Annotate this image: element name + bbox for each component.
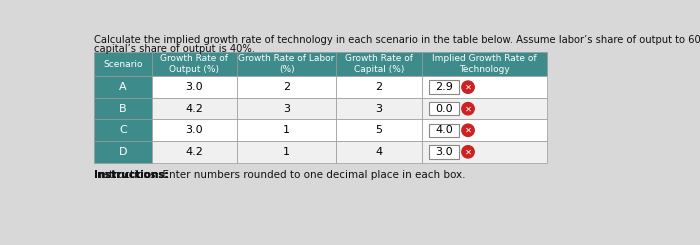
Text: 3: 3	[375, 104, 382, 114]
Bar	[152, 141, 237, 163]
Bar	[237, 76, 336, 98]
Text: 2: 2	[283, 82, 290, 92]
Text: 4: 4	[375, 147, 382, 157]
Text: ✕: ✕	[465, 104, 472, 113]
Text: Growth Rate of
Output (%): Growth Rate of Output (%)	[160, 54, 228, 74]
Bar	[237, 52, 336, 76]
Bar	[152, 98, 237, 120]
Bar	[421, 98, 547, 120]
Text: 3.0: 3.0	[186, 82, 203, 92]
Text: 0.0: 0.0	[435, 104, 453, 114]
Text: capital’s share of output is 40%.: capital’s share of output is 40%.	[94, 44, 255, 54]
Circle shape	[462, 124, 474, 136]
Bar	[237, 98, 336, 120]
Text: Implied Growth Rate of
Technology: Implied Growth Rate of Technology	[432, 54, 537, 74]
Text: A: A	[119, 82, 127, 92]
Circle shape	[462, 146, 474, 158]
Text: 1: 1	[284, 147, 290, 157]
Text: Growth Rate of Labor
(%): Growth Rate of Labor (%)	[239, 54, 335, 74]
Bar	[94, 98, 152, 120]
Bar	[152, 52, 237, 76]
Bar	[429, 102, 458, 115]
Bar	[152, 120, 237, 141]
Bar	[336, 120, 421, 141]
Text: 3.0: 3.0	[435, 147, 453, 157]
Text: Instructions:: Instructions:	[94, 170, 168, 180]
Bar	[336, 52, 421, 76]
Text: 4.0: 4.0	[435, 125, 453, 135]
Bar	[421, 120, 547, 141]
Bar	[94, 52, 152, 76]
Text: 2.9: 2.9	[435, 82, 453, 92]
Bar	[429, 80, 458, 94]
Text: 4.2: 4.2	[186, 104, 204, 114]
Text: 1: 1	[284, 125, 290, 135]
Text: B: B	[119, 104, 127, 114]
Bar	[94, 76, 152, 98]
Text: Calculate the implied growth rate of technology in each scenario in the table be: Calculate the implied growth rate of tec…	[94, 35, 700, 45]
Bar	[421, 76, 547, 98]
Bar	[94, 120, 152, 141]
Text: Growth Rate of
Capital (%): Growth Rate of Capital (%)	[345, 54, 413, 74]
Circle shape	[462, 103, 474, 115]
Bar	[336, 76, 421, 98]
Text: 4.2: 4.2	[186, 147, 204, 157]
Text: 5: 5	[375, 125, 382, 135]
Bar	[429, 145, 458, 159]
Bar	[94, 141, 152, 163]
Text: ✕: ✕	[465, 126, 472, 135]
Bar	[237, 120, 336, 141]
Text: C: C	[119, 125, 127, 135]
Text: Instructions: Enter numbers rounded to one decimal place in each box.: Instructions: Enter numbers rounded to o…	[94, 170, 466, 180]
Text: ✕: ✕	[465, 83, 472, 92]
Text: 2: 2	[375, 82, 382, 92]
Bar	[421, 52, 547, 76]
Bar	[429, 123, 458, 137]
Text: 3: 3	[284, 104, 290, 114]
Text: D: D	[118, 147, 127, 157]
Bar	[421, 141, 547, 163]
Bar	[336, 141, 421, 163]
Bar	[152, 76, 237, 98]
Circle shape	[462, 81, 474, 93]
Bar	[237, 141, 336, 163]
Bar	[336, 98, 421, 120]
Text: Scenario: Scenario	[103, 60, 143, 69]
Text: 3.0: 3.0	[186, 125, 203, 135]
Text: ✕: ✕	[465, 147, 472, 156]
Text: Instructions:: Instructions:	[94, 170, 168, 180]
